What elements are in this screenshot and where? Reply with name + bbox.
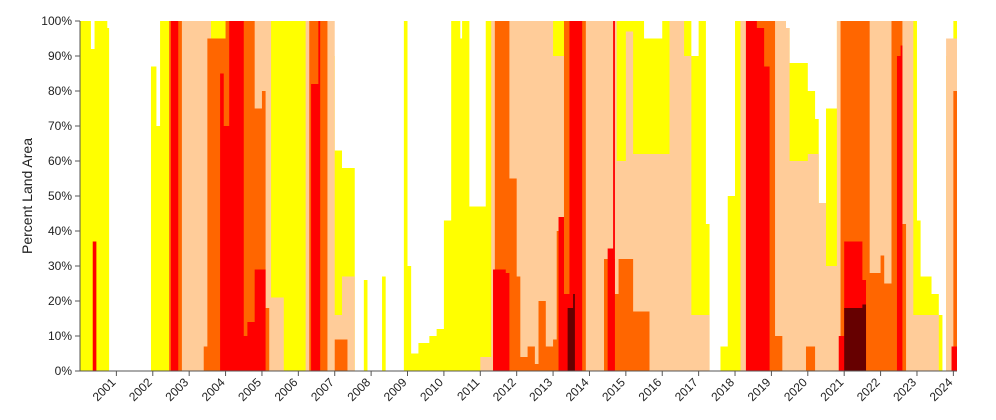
y-axis-title: Percent Land Area [19, 138, 35, 254]
x-tick-label: 2024 [927, 375, 956, 404]
area-series-2 [80, 21, 957, 371]
y-tick-label: 80% [48, 84, 72, 98]
y-tick-label: 30% [48, 259, 72, 273]
x-tick-label: 2020 [781, 375, 810, 404]
x-tick-label: 2018 [708, 375, 737, 404]
x-tick-label: 2011 [454, 375, 482, 403]
x-tick-label: 2013 [526, 375, 555, 404]
y-tick-label: 0% [55, 364, 73, 378]
y-tick-label: 20% [48, 294, 72, 308]
y-tick-label: 70% [48, 119, 72, 133]
y-tick-label: 60% [48, 154, 72, 168]
y-tick-label: 50% [48, 189, 72, 203]
y-tick-label: 100% [41, 14, 72, 28]
x-tick-label: 2019 [745, 375, 774, 404]
x-tick-label: 2021 [818, 375, 847, 404]
y-tick-label: 40% [48, 224, 72, 238]
x-tick-label: 2003 [163, 375, 192, 404]
area-series-3 [80, 21, 957, 371]
x-tick-label: 2004 [199, 375, 228, 404]
y-tick-label: 10% [48, 329, 72, 343]
y-tick-label: 90% [48, 49, 72, 63]
x-tick-label: 2007 [308, 375, 337, 404]
x-tick-label: 2015 [599, 375, 628, 404]
x-tick-label: 2009 [381, 375, 410, 404]
x-tick-label: 2023 [890, 375, 919, 404]
plot-area [80, 21, 957, 371]
x-tick-label: 2017 [672, 375, 701, 404]
x-tick-label: 2006 [272, 375, 301, 404]
x-tick-label: 2012 [490, 375, 519, 404]
x-tick-label: 2005 [235, 375, 264, 404]
x-tick-label: 2008 [344, 375, 373, 404]
x-tick-label: 2001 [90, 375, 119, 404]
x-tick-label: 2010 [417, 375, 446, 404]
x-tick-label: 2002 [126, 375, 155, 404]
x-tick-label: 2014 [563, 375, 592, 404]
x-tick-label: 2022 [854, 375, 883, 404]
x-tick-label: 2016 [636, 375, 665, 404]
